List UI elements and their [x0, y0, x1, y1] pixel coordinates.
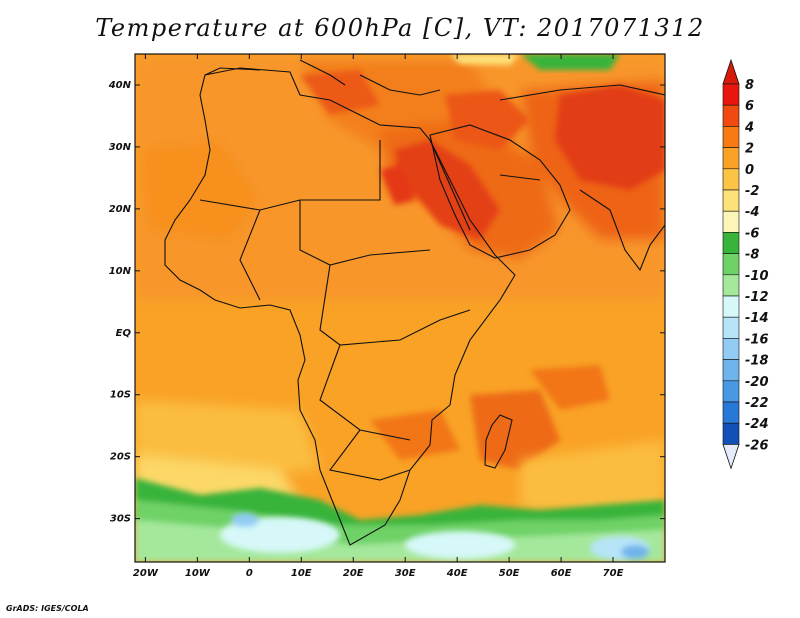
credit-text: GrADS: IGES/COLA: [6, 604, 89, 613]
lat-tick-label: 10N: [109, 266, 132, 277]
colorbar-swatch: [722, 104, 740, 127]
colorbar-swatch: [722, 147, 740, 170]
chart-title: Temperature at 600hPa [C], VT: 201707131…: [95, 14, 705, 42]
colorbar-max-arrow: [722, 58, 740, 85]
map-frame: [134, 53, 666, 563]
colorbar-swatch: [722, 359, 740, 382]
lon-tick-label: 70E: [603, 568, 624, 579]
colorbar-label: -4: [745, 205, 759, 220]
colorbar-label: -2: [745, 184, 759, 199]
colorbar-label: -26: [745, 438, 769, 453]
colorbar-swatch: [722, 380, 740, 403]
lat-tick-label: EQ: [116, 328, 132, 339]
colorbar-swatch: [722, 422, 740, 445]
colorbar-swatch: [722, 316, 740, 339]
lat-tick-label: 30N: [109, 142, 132, 153]
colorbar-label: -16: [745, 332, 769, 347]
lat-tick-label: 20N: [109, 204, 132, 215]
lon-tick-label: 20W: [133, 568, 159, 579]
lon-tick-label: 10W: [185, 568, 211, 579]
colorbar-swatch: [722, 274, 740, 297]
colorbar-swatch: [722, 338, 740, 360]
colorbar-swatch: [722, 232, 740, 254]
colorbar-label: -22: [745, 396, 769, 411]
colorbar-label: 6: [745, 99, 754, 114]
colorbar-label: 8: [745, 78, 754, 93]
colorbar-label: -24: [745, 417, 769, 432]
lat-tick-label: 10S: [110, 390, 131, 401]
axis-ticks: 20W 10W 0 10E 20E 30E 40E 50E 60E 70E 40N 30N 20N 10N…: [108, 54, 665, 579]
colorbar-label: -10: [745, 269, 769, 284]
colorbar-swatch: [722, 210, 740, 233]
lon-tick-label: 40E: [446, 568, 468, 579]
colorbar-min-arrow: [722, 443, 740, 470]
lat-tick-label: 30S: [110, 514, 131, 525]
colorbar-swatch: [722, 401, 740, 424]
colorbar-label: -6: [745, 226, 759, 241]
lat-tick-label: 20S: [110, 452, 131, 463]
lon-tick-label: 0: [246, 568, 253, 579]
colorbar-swatch: [722, 126, 740, 148]
lon-tick-label: 60E: [551, 568, 572, 579]
colorbar-swatch: [722, 295, 740, 318]
lon-tick-label: 10E: [291, 568, 312, 579]
lat-tick-label: 40N: [108, 80, 132, 91]
lon-tick-label: 50E: [499, 568, 520, 579]
temperature-field: [135, 54, 665, 562]
colorbar-label: 4: [744, 120, 754, 135]
colorbar-swatch: [722, 83, 740, 106]
colorbar-swatch: [722, 168, 740, 191]
colorbar-label: 0: [745, 163, 754, 178]
colorbar-swatch: [722, 189, 740, 212]
colorbar-label: -8: [745, 248, 759, 263]
lon-tick-label: 30E: [395, 568, 416, 579]
lon-tick-label: 20E: [343, 568, 364, 579]
colorbar-label: -20: [745, 375, 769, 390]
colorbar: 8 6 4 2 0 -2 -4 -6 -8 -10 -12 -14 -16 -18 -20 -22 -24 -26: [722, 58, 769, 470]
colorbar-label: -18: [745, 354, 769, 369]
coastlines: [164, 59, 665, 546]
colorbar-label: -12: [745, 290, 769, 305]
colorbar-label: 2: [745, 142, 754, 157]
colorbar-label: -14: [745, 311, 769, 326]
colorbar-swatch: [722, 253, 740, 276]
